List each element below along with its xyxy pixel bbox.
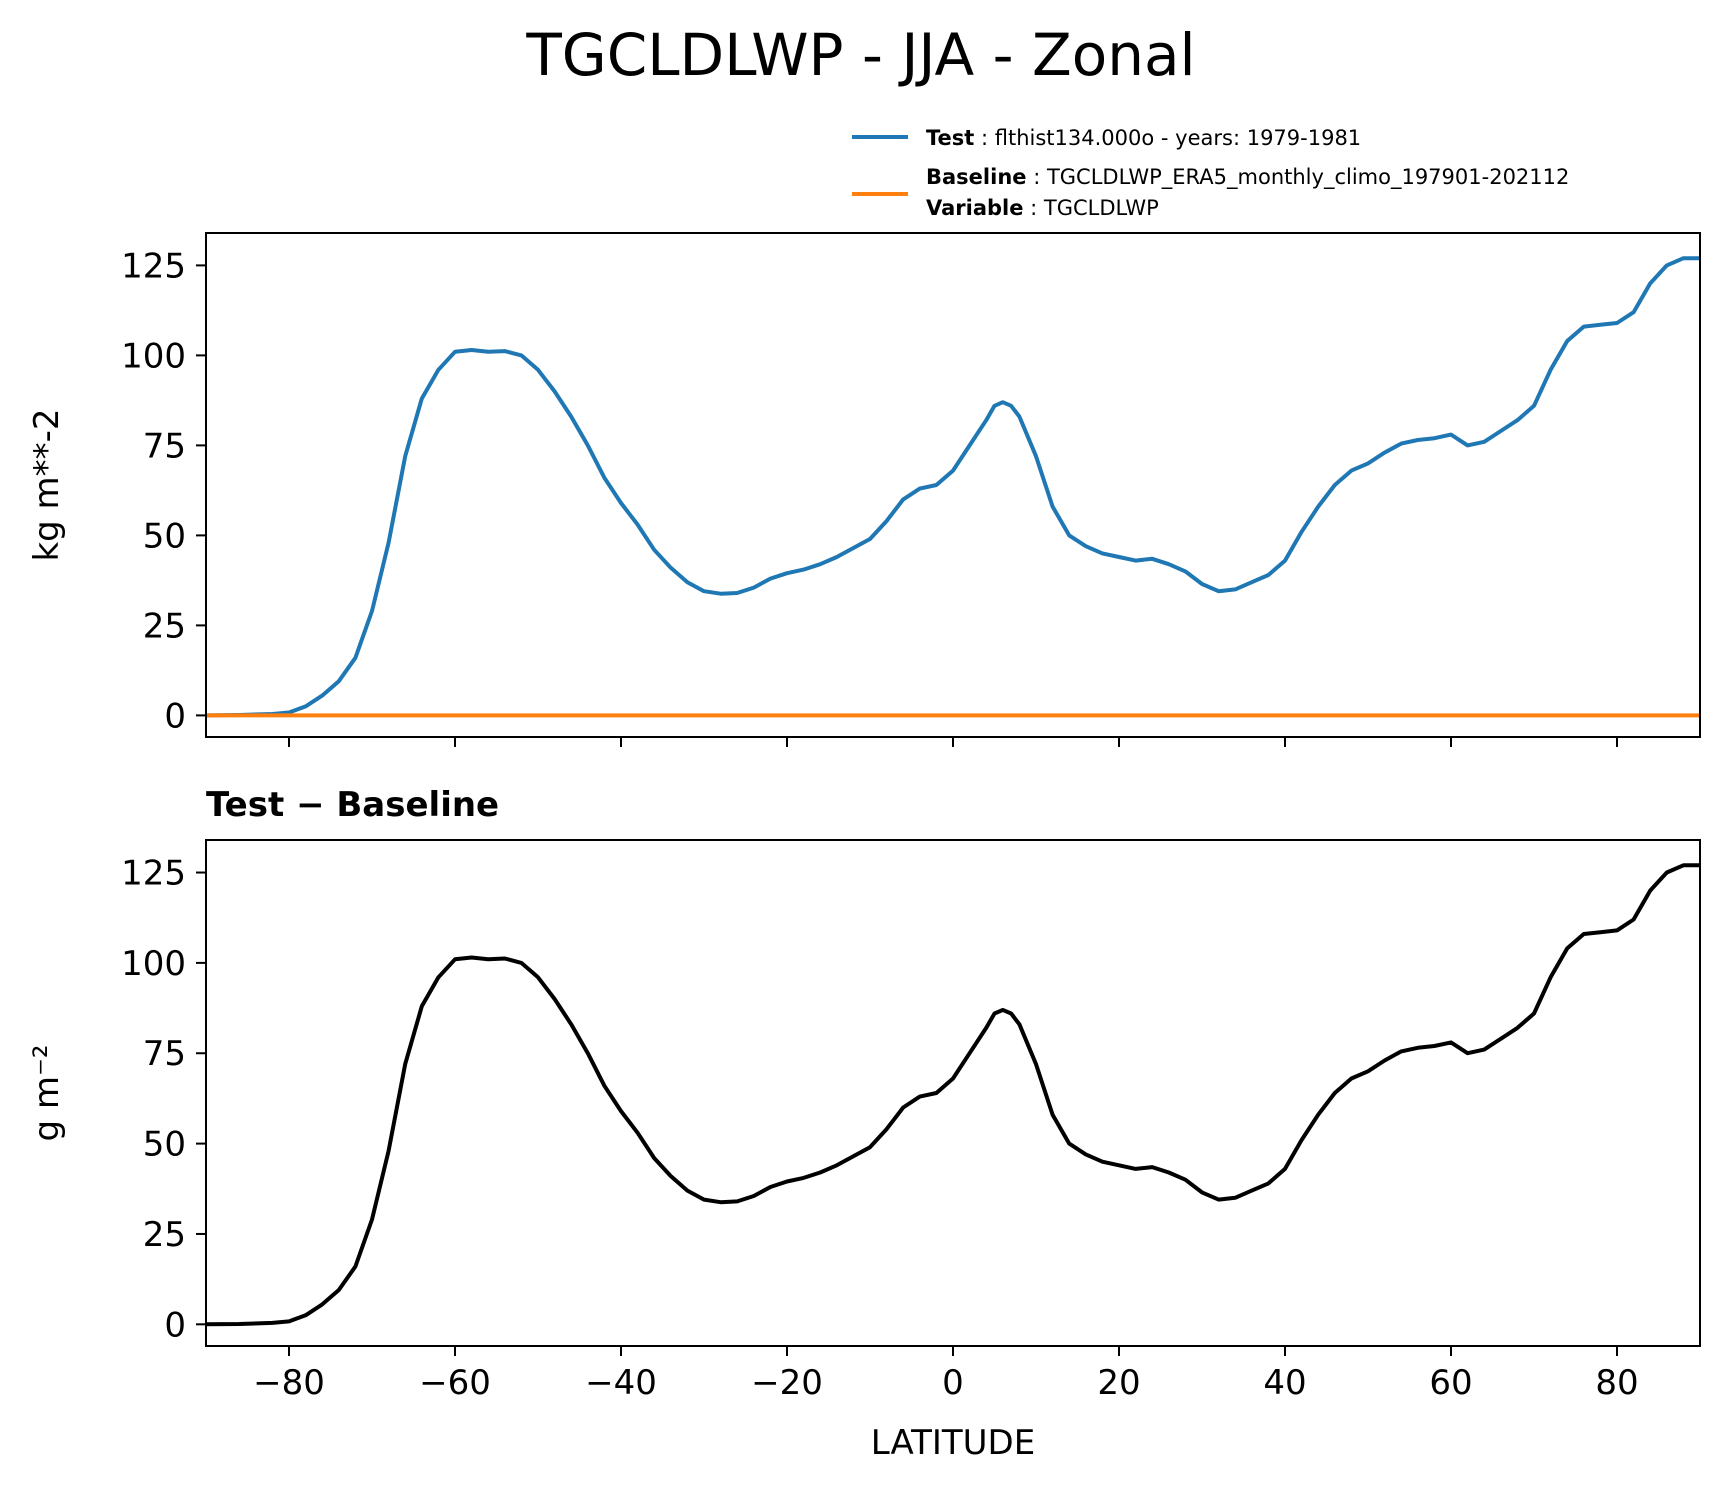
y-tick-label: 125 <box>121 246 186 286</box>
y-tick-label: 0 <box>164 1305 186 1345</box>
y-tick-label: 50 <box>143 1125 186 1165</box>
y-tick-label: 75 <box>143 426 186 466</box>
legend-baseline-label: Baseline <box>926 165 1027 189</box>
x-tick-label: −60 <box>419 1363 491 1403</box>
top-panel: 0 25 50 75 100 125 kg m**-2 <box>27 232 1701 747</box>
legend-baseline-text: Baseline : TGCLDLWP_ERA5_monthly_climo_1… <box>926 165 1569 190</box>
series-line-test <box>206 256 1700 718</box>
x-tick-label: 80 <box>1595 1363 1638 1403</box>
legend-variable-label: Variable <box>926 196 1023 220</box>
y-tick-label: 100 <box>121 336 186 376</box>
legend-test-label: Test <box>926 126 974 150</box>
legend-test-separator: : <box>974 126 994 150</box>
panel-title: Test − Baseline <box>206 785 499 825</box>
y-tick-label: 125 <box>121 854 186 894</box>
x-tick-label: −40 <box>585 1363 657 1403</box>
legend-test-value: flthist134.000o - years: 1979-1981 <box>995 126 1361 150</box>
legend-variable-text: Variable : TGCLDLWP <box>926 196 1159 220</box>
y-axis-label: g m⁻² <box>27 1044 67 1141</box>
y-tick-label: 100 <box>121 944 186 984</box>
x-tick-label: 20 <box>1097 1363 1140 1403</box>
y-tick-label: 50 <box>143 516 186 556</box>
legend-baseline-separator: : <box>1027 165 1047 189</box>
legend-test-text: Test : flthist134.000o - years: 1979-198… <box>926 126 1361 150</box>
x-tick-label: −20 <box>751 1363 823 1403</box>
x-axis-label: LATITUDE <box>871 1423 1035 1463</box>
legend-variable-value: TGCLDLWP <box>1043 196 1159 220</box>
x-tick-label: 60 <box>1429 1363 1472 1403</box>
x-tick-label: −80 <box>253 1363 325 1403</box>
x-tick-label: 40 <box>1263 1363 1306 1403</box>
y-tick-label: 25 <box>143 1215 186 1255</box>
y-axis-label: kg m**-2 <box>27 408 67 561</box>
legend-baseline-value: TGCLDLWP_ERA5_monthly_climo_197901-20211… <box>1046 165 1569 190</box>
y-tick-label: 0 <box>164 696 186 736</box>
plot-frame <box>205 839 1701 1347</box>
series-line-difference <box>206 863 1700 1327</box>
x-tick-label: 0 <box>942 1363 964 1403</box>
bottom-panel: 0 25 50 75 100 125 −80 −60 −40 −20 0 20 40 60 80 g m⁻² L… <box>27 785 1701 1463</box>
plot-frame <box>205 232 1701 738</box>
y-tick-label: 25 <box>143 606 186 646</box>
figure-title: TGCLDLWP - JJA - Zonal <box>525 21 1195 89</box>
y-tick-label: 75 <box>143 1034 186 1074</box>
legend-variable-separator: : <box>1023 196 1043 220</box>
legend: Test : flthist134.000o - years: 1979-198… <box>852 126 1569 220</box>
